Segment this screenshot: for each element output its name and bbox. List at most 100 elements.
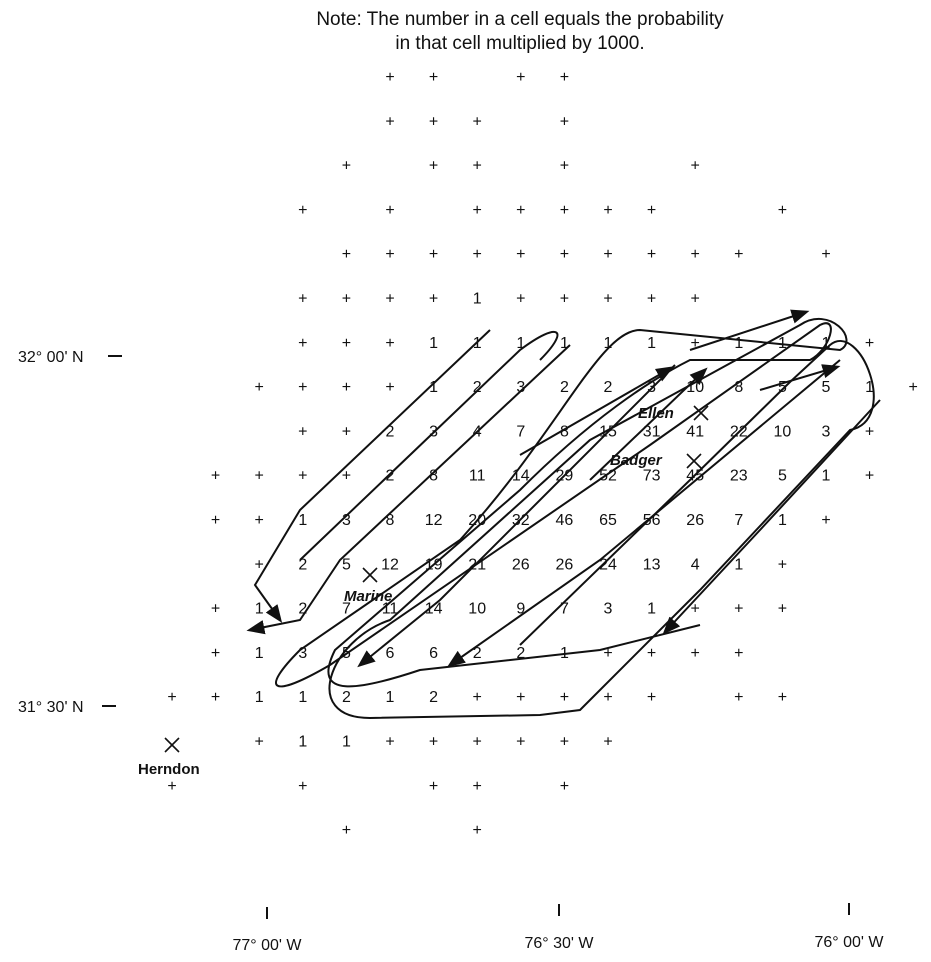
grid-cell-plus: +	[255, 379, 264, 396]
grid-cell-plus: +	[211, 689, 220, 706]
grid-cell-plus: +	[516, 291, 525, 308]
grid-cell-value: 12	[425, 512, 443, 529]
grid-cell-plus: +	[342, 822, 351, 839]
track-leg-2	[299, 331, 559, 561]
grid-cell-plus: +	[473, 734, 482, 751]
grid-cell-plus: +	[298, 468, 307, 485]
grid-cell-value: 1	[298, 734, 307, 751]
grid-cell-plus: +	[167, 778, 176, 795]
grid-cell-value: 1	[822, 335, 831, 352]
grid-cell-plus: +	[560, 158, 569, 175]
grid-cell-value: 7	[516, 423, 525, 440]
place-herndon: Herndon	[138, 737, 200, 778]
grid-cell-value: 31	[643, 423, 661, 440]
grid-cell-value: 2	[604, 379, 613, 396]
grid-cell-value: 3	[342, 512, 351, 529]
grid-cell-plus: +	[691, 645, 700, 662]
note-line-1: Note: The number in a cell equals the pr…	[316, 9, 724, 30]
grid-cell-value: 11	[382, 601, 399, 618]
grid-cell-value: 5	[342, 556, 351, 573]
grid-cell-plus: +	[516, 246, 525, 263]
grid-cell-plus: +	[778, 202, 787, 219]
grid-cell-value: 1	[473, 335, 482, 352]
longitude-axis: 77° 00' W 76° 30' W 76° 00' W	[232, 903, 884, 954]
grid-cell-plus: +	[734, 645, 743, 662]
grid-cell-plus: +	[909, 379, 918, 396]
grid-cell-plus: +	[298, 291, 307, 308]
grid-cell-plus: +	[821, 512, 830, 529]
grid-cell-value: 7	[560, 601, 569, 618]
grid-cell-plus: +	[211, 645, 220, 662]
grid-cell-value: 1	[647, 335, 656, 352]
search-track-path	[275, 318, 875, 720]
grid-cell-value: 3	[822, 423, 831, 440]
grid-cell-plus: +	[603, 291, 612, 308]
grid-cell-value: 12	[381, 556, 399, 573]
herndon-label: Herndon	[138, 761, 200, 778]
grid-cell-value: 5	[778, 468, 787, 485]
grid-cell-value: 8	[429, 468, 438, 485]
grid-cell-value: 1	[386, 689, 395, 706]
search-track	[246, 309, 881, 720]
grid-cell-plus: +	[603, 689, 612, 706]
grid-cell-value: 3	[298, 645, 307, 662]
grid-cell-plus: +	[865, 468, 874, 485]
grid-cell-plus: +	[647, 291, 656, 308]
grid-cell-plus: +	[211, 601, 220, 618]
grid-cell-value: 22	[730, 423, 748, 440]
grid-cell-plus: +	[429, 778, 438, 795]
grid-cell-value: 1	[298, 512, 307, 529]
grid-cell-plus: +	[342, 335, 351, 352]
grid-cell-plus: +	[647, 202, 656, 219]
grid-cell-value: 5	[778, 379, 787, 396]
ellen-marker-icon	[693, 405, 709, 421]
grid-cell-plus: +	[560, 69, 569, 86]
grid-cell-plus: +	[778, 689, 787, 706]
grid-cell-plus: +	[342, 423, 351, 440]
grid-cell-value: 23	[730, 468, 748, 485]
grid-cell-value: 5	[342, 645, 351, 662]
grid-cell-value: 1	[734, 335, 743, 352]
grid-cell-value: 45	[686, 468, 704, 485]
lat-label-31-30: 31° 30' N	[18, 699, 84, 716]
grid-cell-value: 11	[469, 468, 486, 485]
track-leg-9	[519, 366, 675, 456]
grid-cell-value: 1	[778, 512, 787, 529]
herndon-marker-icon	[164, 737, 180, 753]
grid-cell-plus: +	[429, 291, 438, 308]
grid-cell-value: 1	[560, 335, 569, 352]
grid-cell-value: 14	[425, 601, 443, 618]
grid-cell-plus: +	[342, 379, 351, 396]
grid-cell-plus: +	[691, 246, 700, 263]
grid-cell-plus: +	[516, 69, 525, 86]
grid-cell-value: 14	[512, 468, 530, 485]
grid-cell-plus: +	[560, 291, 569, 308]
track-leg-6	[662, 399, 881, 635]
lon-label-76-00: 76° 00' W	[814, 934, 884, 951]
grid-cell-value: 41	[686, 423, 704, 440]
badger-marker-icon	[686, 453, 702, 469]
grid-cell-plus: +	[342, 468, 351, 485]
grid-cell-plus: +	[734, 246, 743, 263]
grid-cell-plus: +	[516, 734, 525, 751]
grid-cell-plus: +	[429, 246, 438, 263]
grid-cell-plus: +	[255, 512, 264, 529]
grid-cell-plus: +	[516, 202, 525, 219]
grid-cell-value: 26	[686, 512, 704, 529]
grid-cell-plus: +	[429, 158, 438, 175]
grid-cell-plus: +	[298, 202, 307, 219]
grid-cell-plus: +	[473, 689, 482, 706]
grid-cell-value: 1	[429, 335, 438, 352]
grid-cell-plus: +	[865, 423, 874, 440]
grid-cell-value: 20	[468, 512, 486, 529]
grid-cell-value: 1	[255, 689, 264, 706]
grid-cell-plus: +	[385, 379, 394, 396]
grid-cell-value: 1	[865, 379, 874, 396]
grid-cell-plus: +	[734, 601, 743, 618]
grid-cell-plus: +	[691, 291, 700, 308]
grid-cell-plus: +	[734, 689, 743, 706]
grid-cell-plus: +	[603, 246, 612, 263]
grid-cell-value: 1	[778, 335, 787, 352]
grid-cell-plus: +	[473, 113, 482, 130]
